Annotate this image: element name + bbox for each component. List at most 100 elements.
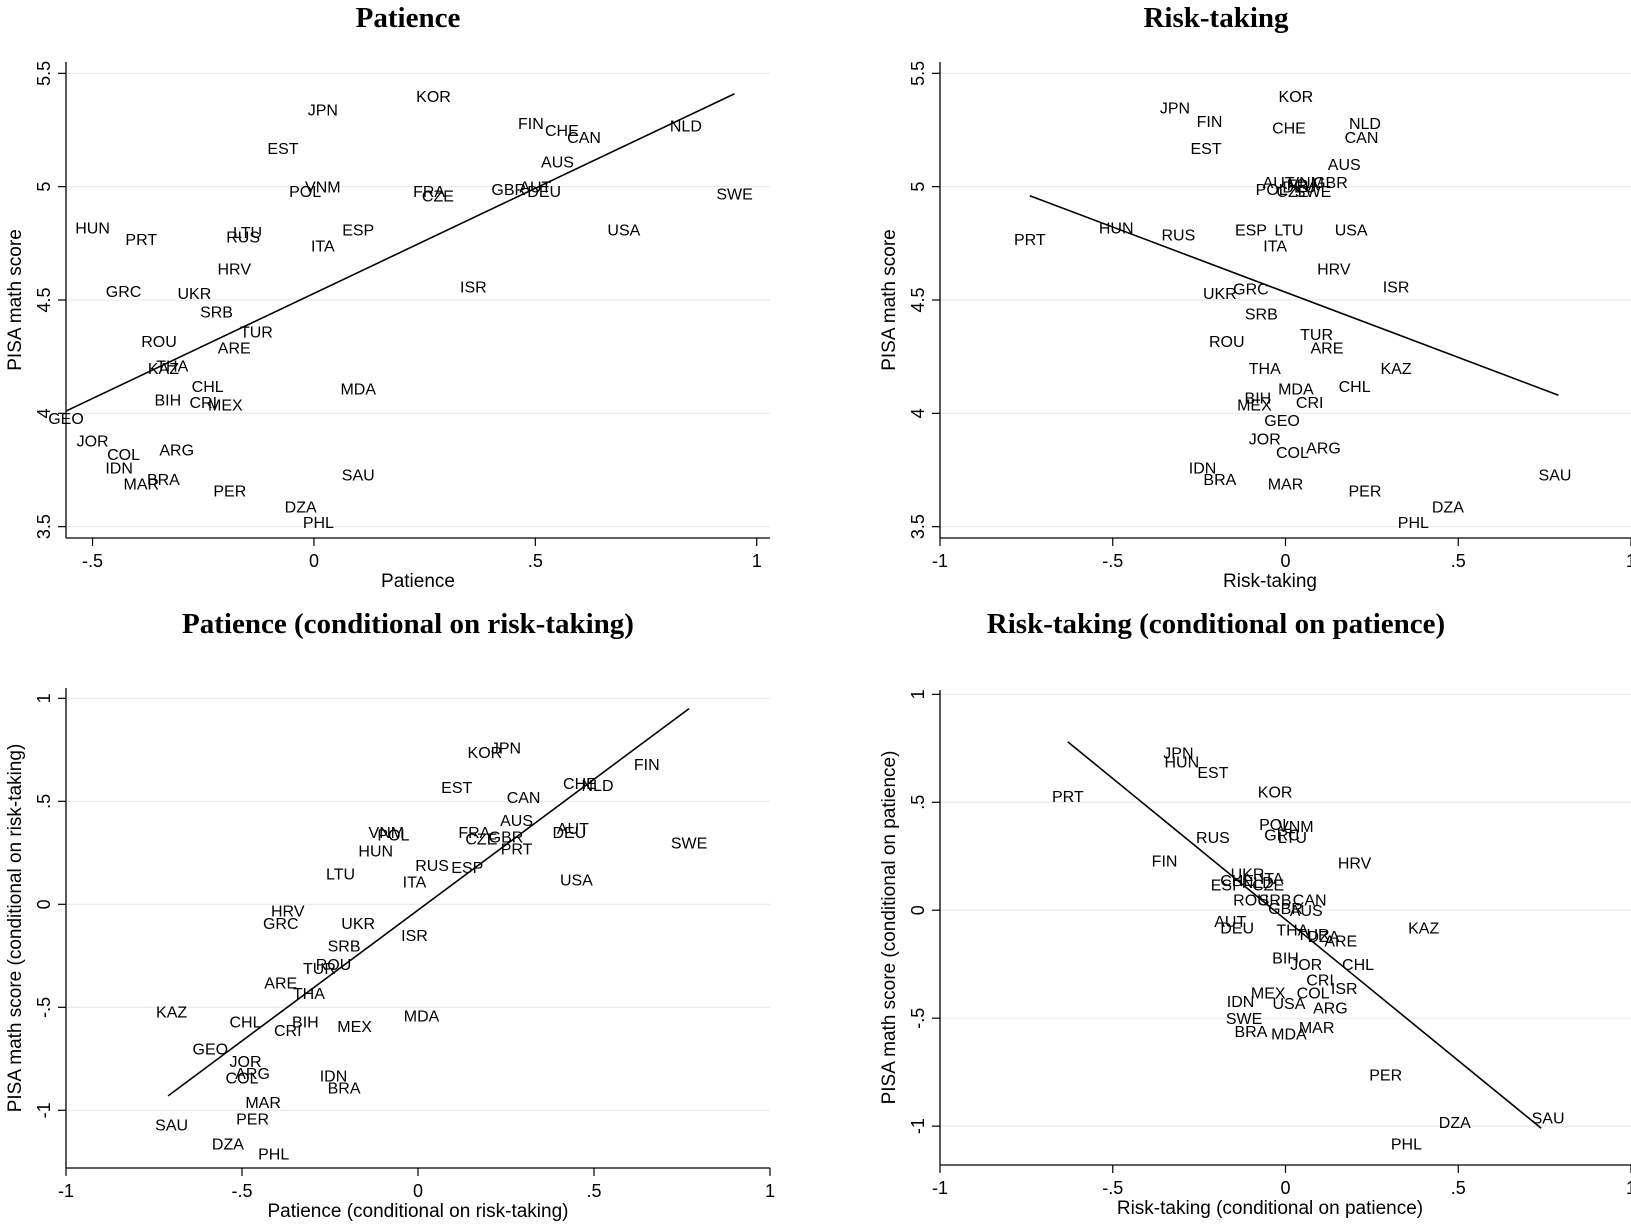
y-tick-label: -.5 bbox=[908, 1008, 928, 1029]
point-label-can: CAN bbox=[507, 790, 541, 807]
y-tick-label: 5.5 bbox=[34, 61, 54, 86]
point-label-chl: CHL bbox=[1339, 379, 1371, 396]
x-tick-label: -.5 bbox=[1102, 551, 1123, 571]
point-label-pol: POL bbox=[1259, 817, 1291, 834]
y-tick-label: 4.5 bbox=[908, 287, 928, 312]
point-label-gbr: GBR bbox=[1313, 175, 1348, 192]
point-label-mar: MAR bbox=[1268, 477, 1304, 494]
x-tick-label: .5 bbox=[528, 551, 543, 571]
panel-title-risk-conditional: Risk-taking (conditional on patience) bbox=[986, 608, 1446, 640]
point-label-jpn: JPN bbox=[1160, 100, 1190, 117]
point-label-gbr: GBR bbox=[1268, 901, 1303, 918]
point-label-tha: THA bbox=[1249, 361, 1281, 378]
point-label-kor: KOR bbox=[1279, 89, 1314, 106]
point-label-jpn: JPN bbox=[308, 103, 338, 120]
y-tick-label: 3.5 bbox=[908, 514, 928, 539]
point-label-rou: ROU bbox=[141, 334, 177, 351]
point-label-hun: HUN bbox=[75, 220, 110, 237]
point-label-ltu: LTU bbox=[326, 866, 355, 883]
point-label-nld: NLD bbox=[1349, 116, 1381, 133]
point-label-ltu: LTU bbox=[1274, 223, 1303, 240]
point-label-arg: ARG bbox=[1306, 440, 1341, 457]
point-label-tur: TUR bbox=[1300, 327, 1333, 344]
point-label-che: CHE bbox=[545, 123, 579, 140]
point-label-jpn: JPN bbox=[1163, 746, 1193, 763]
point-label-usa: USA bbox=[560, 873, 593, 890]
y-axis-title: PISA math score bbox=[879, 229, 900, 371]
y-tick-label: -.5 bbox=[34, 997, 54, 1018]
point-label-kaz: KAZ bbox=[156, 1004, 187, 1021]
point-label-sau: SAU bbox=[1539, 468, 1572, 485]
point-label-grc: GRC bbox=[106, 284, 142, 301]
point-label-fin: FIN bbox=[518, 116, 544, 133]
y-tick-label: 3.5 bbox=[34, 514, 54, 539]
point-label-deu: DEU bbox=[527, 184, 561, 201]
point-label-are: ARE bbox=[218, 341, 251, 358]
point-label-prt: PRT bbox=[1052, 789, 1084, 806]
point-label-are: ARE bbox=[264, 976, 297, 993]
point-label-rus: RUS bbox=[1196, 830, 1230, 847]
point-label-cze: CZE bbox=[465, 831, 497, 848]
x-tick-label: 0 bbox=[1280, 551, 1290, 571]
y-tick-label: 4 bbox=[908, 408, 928, 418]
point-label-aut: AUT bbox=[1214, 914, 1246, 931]
point-label-ita: ITA bbox=[1263, 239, 1287, 256]
x-tick-label: -.5 bbox=[1102, 1178, 1123, 1198]
point-label-bra: BRA bbox=[147, 472, 180, 489]
point-label-jor: JOR bbox=[1249, 431, 1281, 448]
point-label-mar: MAR bbox=[245, 1095, 281, 1112]
point-label-arg: ARG bbox=[159, 443, 194, 460]
point-label-swe: SWE bbox=[716, 186, 752, 203]
point-label-mex: MEX bbox=[1237, 397, 1272, 414]
point-label-nld: NLD bbox=[582, 778, 614, 795]
point-label-rou: ROU bbox=[1209, 334, 1245, 351]
point-label-pol: POL bbox=[1256, 182, 1288, 199]
point-label-can: CAN bbox=[567, 130, 601, 147]
point-label-chl: CHL bbox=[192, 379, 224, 396]
point-label-idn: IDN bbox=[320, 1068, 348, 1085]
point-label-est: EST bbox=[1197, 765, 1228, 782]
point-label-prt: PRT bbox=[1014, 232, 1046, 249]
point-label-mda: MDA bbox=[1278, 381, 1314, 398]
fit-line bbox=[167, 707, 690, 1097]
point-label-fin: FIN bbox=[1197, 114, 1223, 131]
point-label-sau: SAU bbox=[1532, 1111, 1565, 1128]
point-label-esp: ESP bbox=[451, 860, 483, 877]
point-label-mex: MEX bbox=[208, 397, 243, 414]
point-label-chl: CHL bbox=[1342, 957, 1374, 974]
fit-line bbox=[65, 93, 735, 412]
point-label-kaz: KAZ bbox=[1380, 361, 1411, 378]
panel-3: -1 -.5 0 .5 1 -1 -.5 0 .5 1 Patience (conditional … bbox=[5, 688, 775, 1222]
point-label-aus: AUS bbox=[1328, 157, 1361, 174]
point-label-mda: MDA bbox=[340, 381, 376, 398]
point-label-rus: RUS bbox=[1162, 227, 1196, 244]
y-tick-label: 5 bbox=[908, 182, 928, 192]
x-tick-label: -.5 bbox=[82, 551, 103, 571]
point-label-aut: AUT bbox=[519, 180, 551, 197]
point-label-cri: CRI bbox=[1306, 972, 1334, 989]
point-label-ukr: UKR bbox=[178, 286, 212, 303]
point-label-cze: CZE bbox=[1252, 877, 1284, 894]
point-label-col: COL bbox=[226, 1070, 259, 1087]
point-label-idn: IDN bbox=[1189, 461, 1217, 478]
x-axis-title: Risk-taking bbox=[1223, 571, 1317, 592]
x-tick-label: 1 bbox=[765, 1181, 775, 1201]
point-label-ukr: UKR bbox=[341, 916, 375, 933]
point-label-phl: PHL bbox=[258, 1147, 289, 1164]
point-label-rou: ROU bbox=[316, 957, 352, 974]
point-label-isr: ISR bbox=[1383, 279, 1410, 296]
point-label-bra: BRA bbox=[328, 1081, 361, 1098]
x-tick-label: -1 bbox=[932, 551, 948, 571]
y-tick-label: -1 bbox=[908, 1118, 928, 1134]
point-label-arg: ARG bbox=[235, 1066, 270, 1083]
point-label-deu: DEU bbox=[1220, 921, 1254, 938]
point-label-cze: CZE bbox=[422, 189, 454, 206]
point-label-hun: HUN bbox=[1165, 754, 1200, 771]
point-label-kor: KOR bbox=[416, 89, 451, 106]
x-tick-label: .5 bbox=[586, 1181, 601, 1201]
point-label-gbr: GBR bbox=[489, 829, 524, 846]
point-label-cri: CRI bbox=[1296, 395, 1324, 412]
point-label-hrv: HRV bbox=[271, 903, 305, 920]
point-label-arg: ARG bbox=[1313, 1000, 1348, 1017]
point-label-mex: MEX bbox=[1251, 985, 1286, 1002]
